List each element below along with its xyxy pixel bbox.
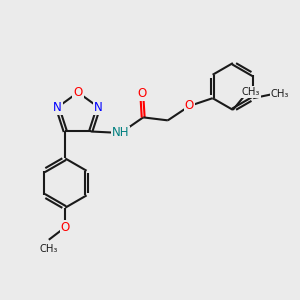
Text: O: O [61, 221, 70, 234]
Text: O: O [185, 100, 194, 112]
Text: CH₃: CH₃ [271, 89, 289, 99]
Text: N: N [94, 101, 103, 114]
Text: O: O [137, 87, 146, 100]
Text: O: O [74, 86, 82, 99]
Text: CH₃: CH₃ [39, 244, 57, 254]
Text: NH: NH [112, 127, 129, 140]
Text: CH₃: CH₃ [242, 87, 260, 97]
Text: N: N [53, 101, 62, 114]
